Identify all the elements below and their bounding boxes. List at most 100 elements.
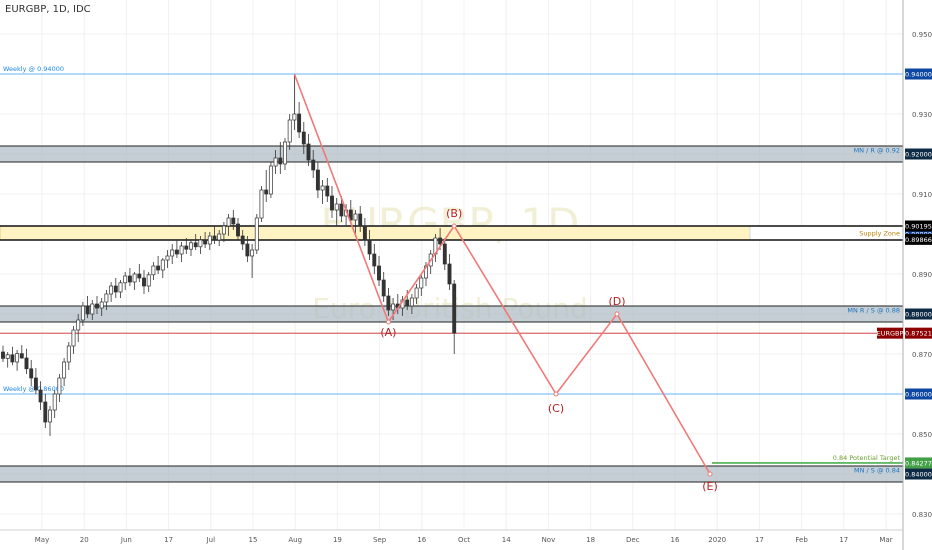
price-badge: [905, 388, 932, 400]
x-tick-label: Sep: [373, 536, 387, 544]
candle-up: [66, 345, 71, 363]
candle-down: [113, 285, 118, 293]
x-tick-label: 17: [839, 536, 848, 544]
candle-up: [254, 217, 259, 251]
candle-down: [452, 283, 457, 334]
candle-down: [325, 185, 330, 197]
candle-down: [43, 401, 48, 423]
price-badge-text: 0.90195: [905, 223, 932, 231]
y-tick-label: 0.87000: [912, 351, 932, 359]
weekly-label: Weekly @ 0.94000: [3, 65, 64, 73]
candle-down: [442, 243, 447, 265]
x-tick-label: Aug: [288, 536, 302, 544]
candle-down: [405, 299, 410, 307]
candle-down: [127, 275, 132, 283]
x-tick-label: 19: [333, 536, 342, 544]
candles: [1, 74, 457, 436]
candle-up: [409, 297, 414, 307]
candle-up: [250, 249, 255, 257]
candle-up: [118, 282, 123, 293]
levels: Weekly @ 0.94000 MN / R @ 0.92 Weekly @ 0.…: [0, 65, 904, 483]
candle-up: [414, 287, 419, 299]
x-tick-label: Nov: [542, 536, 556, 544]
candle-up: [71, 329, 76, 347]
mn-zone: [0, 146, 903, 162]
x-tick-label: 17: [164, 536, 173, 544]
time-axis: May 20 Jun 17 Jul 15 Aug 19 Sep 16 Oct 14 Nov 18 Dec 16…: [35, 536, 893, 544]
candle-down: [1, 351, 5, 359]
candle-down: [315, 169, 320, 191]
candle-up: [334, 203, 339, 211]
x-tick-label: 18: [586, 536, 595, 544]
candle-down: [367, 239, 372, 255]
candle-up: [132, 273, 137, 283]
price-badge: [905, 327, 932, 339]
candle-up: [419, 277, 424, 289]
candle-down: [156, 265, 161, 271]
abcde-pattern: (A) (B) (C) (D) (E): [293, 73, 718, 493]
candle-up: [283, 141, 287, 165]
candle-down: [297, 113, 302, 133]
candle-up: [179, 245, 184, 255]
candle-up: [170, 249, 175, 257]
candle-down: [184, 245, 189, 250]
y-tick-label: 0.91000: [912, 191, 932, 199]
pattern-path: [293, 73, 711, 475]
candle-down: [381, 279, 386, 297]
candle-down: [240, 235, 245, 245]
candle-down: [236, 223, 240, 237]
candle-down: [358, 213, 363, 227]
price-badge-text: 0.84277: [905, 459, 932, 467]
candle-up: [109, 285, 114, 295]
y-tick-label: 0.89000: [912, 271, 932, 279]
pattern-label: (E): [702, 480, 718, 493]
pattern-label: (C): [548, 402, 564, 415]
candle-up: [268, 165, 273, 195]
price-badge: [905, 457, 932, 469]
x-tick-label: 20: [80, 536, 89, 544]
supply-label: Supply Zone: [859, 230, 900, 238]
y-tick-label: 0.95000: [912, 31, 932, 39]
symbol-badge: [877, 327, 903, 339]
mn-zone-label: MN / R @ 0.92: [854, 147, 900, 155]
candle-down: [19, 353, 24, 359]
candle-down: [311, 159, 316, 171]
candle-up: [207, 235, 212, 245]
candle-up: [15, 353, 20, 363]
y-tick-label: 0.83000: [912, 511, 932, 519]
supply-zone: [0, 225, 751, 241]
candle-up: [198, 239, 203, 248]
candle-up: [189, 242, 193, 250]
price-badge: [905, 468, 932, 480]
mn-zone: [0, 306, 903, 322]
candle-up: [287, 119, 292, 143]
candle-down: [142, 277, 146, 287]
candle-up: [391, 303, 396, 311]
candle-down: [85, 305, 90, 315]
pattern-label: (A): [380, 326, 396, 339]
candle-down: [301, 131, 306, 145]
x-tick-label: Mar: [879, 536, 892, 544]
candle-down: [447, 263, 452, 285]
candle-up: [226, 217, 231, 227]
candle-up: [62, 361, 67, 379]
candle-up: [165, 255, 170, 261]
candle-up: [76, 319, 81, 331]
price-badge-text: 0.84000: [905, 471, 932, 479]
x-tick-label: Jun: [120, 536, 132, 544]
candle-up: [217, 233, 222, 241]
candle-down: [278, 157, 283, 165]
price-badge: [905, 148, 932, 160]
candle-up: [160, 259, 165, 271]
pattern-label: (D): [608, 295, 625, 308]
plot-background: [0, 0, 903, 530]
candle-up: [104, 293, 109, 303]
y-tick-label: 0.85000: [912, 431, 932, 439]
candle-down: [24, 357, 29, 370]
price-badge-text: 0.94000: [905, 71, 932, 79]
candle-up: [48, 409, 52, 423]
price-badge-text: 0.92000: [905, 151, 932, 159]
pattern-point: [451, 223, 457, 229]
